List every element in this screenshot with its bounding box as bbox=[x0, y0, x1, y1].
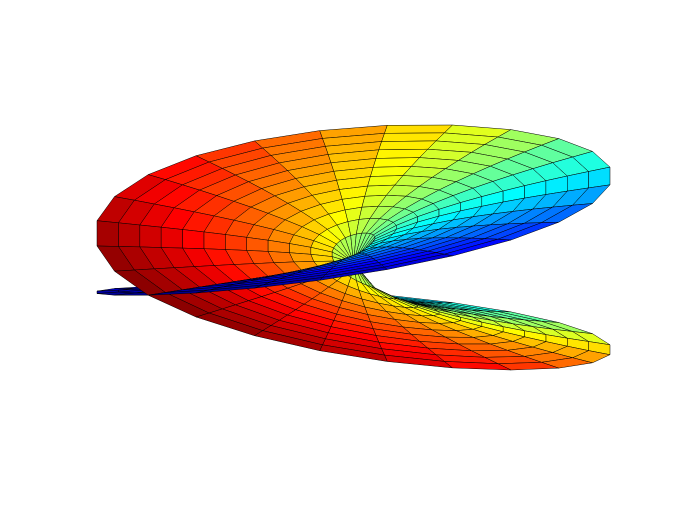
surface-face bbox=[225, 234, 247, 251]
surface-face bbox=[254, 330, 323, 351]
surface-face bbox=[384, 124, 453, 134]
surface-face bbox=[381, 132, 445, 142]
surface-face bbox=[160, 226, 183, 249]
surface-face bbox=[378, 140, 437, 151]
surface-face bbox=[139, 224, 162, 248]
surface-face bbox=[182, 229, 205, 249]
surface-face bbox=[203, 231, 226, 250]
surface-face bbox=[96, 220, 119, 247]
surface-face bbox=[384, 253, 453, 270]
surface-face bbox=[118, 222, 141, 248]
